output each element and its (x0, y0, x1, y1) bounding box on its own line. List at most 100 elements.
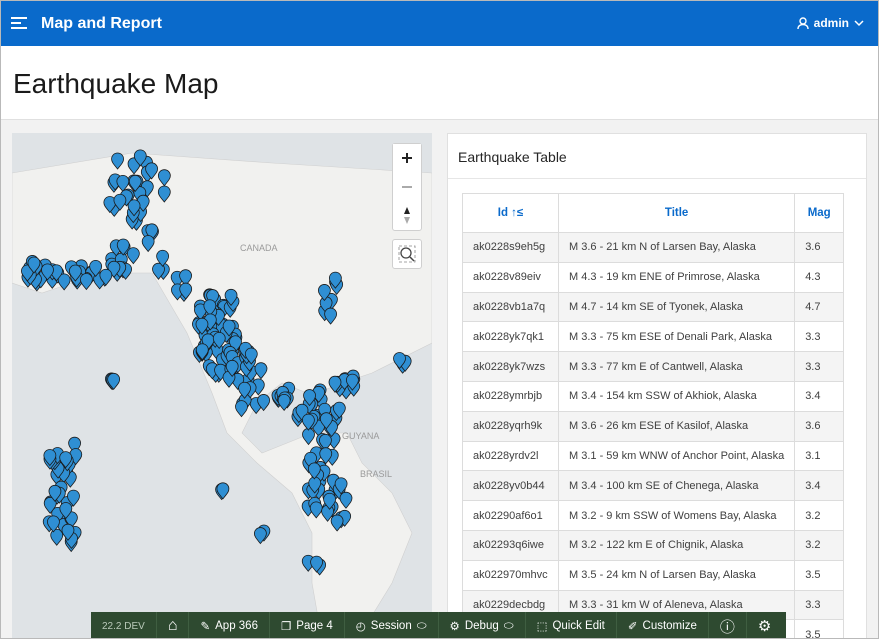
map-marker[interactable] (301, 413, 315, 431)
column-header[interactable]: Id ↑≤ (462, 193, 559, 233)
map-marker[interactable] (179, 269, 192, 287)
user-menu[interactable]: admin (796, 16, 864, 30)
map-marker[interactable] (330, 514, 344, 532)
map-marker[interactable] (133, 149, 147, 167)
map-marker[interactable] (27, 256, 41, 274)
map-marker[interactable] (68, 264, 82, 282)
map-region[interactable]: CANADA GUYANA BRASIL (12, 133, 432, 639)
map-marker[interactable] (48, 484, 62, 502)
map-marker[interactable] (244, 347, 258, 365)
map-label: BRASIL (360, 469, 392, 479)
toolbar-button[interactable]: ❐ Page 4 (270, 612, 345, 638)
cell-id: ak022970mhvc (473, 569, 548, 582)
map-marker[interactable] (116, 238, 130, 256)
map-marker[interactable] (224, 288, 238, 306)
table-row: ak0228ymrbjb M 3.4 - 154 km SSW of Akhiok… (462, 380, 845, 412)
map-marker[interactable] (277, 393, 291, 412)
map-marker[interactable] (195, 343, 209, 361)
map-marker[interactable] (257, 394, 270, 412)
map-marker[interactable] (194, 303, 207, 321)
map-marker[interactable] (152, 262, 165, 280)
map-marker[interactable] (99, 268, 113, 286)
info-button[interactable]: ⓘ (709, 612, 747, 638)
map-marker[interactable] (43, 449, 57, 467)
cell-title: M 3.3 - 77 km E of Cantwell, Alaska (569, 360, 743, 373)
map-marker[interactable] (61, 523, 75, 541)
map-marker[interactable] (317, 284, 331, 302)
map-marker[interactable] (225, 359, 239, 377)
zoom-in-button[interactable] (393, 144, 421, 172)
map-marker[interactable] (141, 235, 155, 253)
map-marker[interactable] (107, 372, 121, 390)
map-marker[interactable] (50, 528, 64, 546)
map-marker[interactable] (156, 249, 170, 267)
map-marker[interactable] (41, 263, 54, 281)
map-marker[interactable] (128, 174, 142, 192)
map-marker[interactable] (324, 307, 338, 325)
map-marker[interactable] (345, 373, 359, 391)
map-marker[interactable] (195, 317, 209, 335)
map-marker[interactable] (319, 412, 333, 430)
map-marker[interactable] (334, 477, 348, 495)
map-marker[interactable] (116, 175, 130, 193)
map-marker[interactable] (309, 501, 323, 519)
map-marker[interactable] (89, 259, 103, 278)
map-marker[interactable] (319, 433, 332, 451)
settings-button[interactable]: ⚙ (757, 618, 772, 635)
map-marker[interactable] (127, 199, 141, 217)
map-marker[interactable] (59, 502, 73, 520)
map-marker[interactable] (310, 555, 323, 573)
map-marker[interactable] (339, 491, 353, 509)
cell-mag: 3.6 (805, 241, 821, 254)
map-marker[interactable] (113, 193, 127, 211)
zoom-out-button[interactable] (393, 173, 421, 201)
app-title[interactable]: Map and Report (41, 15, 162, 32)
toolbar-button[interactable]: ⬚ Quick Edit (526, 612, 617, 638)
map-marker[interactable] (43, 496, 57, 514)
map-marker[interactable] (179, 282, 193, 300)
map-marker[interactable] (67, 489, 80, 507)
map-marker[interactable] (126, 247, 140, 265)
map-marker[interactable] (303, 389, 316, 407)
map-marker[interactable] (157, 185, 171, 203)
map-marker[interactable] (59, 451, 73, 469)
map[interactable]: CANADA GUYANA BRASIL (12, 133, 432, 639)
map-marker[interactable] (222, 319, 236, 337)
menu-button[interactable] (11, 16, 29, 30)
map-marker[interactable] (393, 352, 406, 370)
map-marker[interactable] (103, 196, 117, 214)
map-marker[interactable] (332, 401, 346, 419)
map-marker[interactable] (319, 447, 333, 465)
map-marker[interactable] (235, 400, 248, 418)
map-marker[interactable] (253, 527, 267, 545)
map-marker[interactable] (254, 362, 268, 380)
map-marker[interactable] (111, 152, 124, 170)
map-marker[interactable] (216, 482, 230, 500)
toolbar-button[interactable]: ✎ App 366 (189, 612, 270, 638)
table-cell: M 4.7 - 14 km SE of Tyonek, Alaska (557, 291, 796, 323)
column-header[interactable]: Mag (794, 193, 845, 233)
user-name: admin (813, 16, 849, 30)
map-marker[interactable] (307, 462, 321, 480)
map-marker[interactable] (79, 273, 93, 291)
map-marker[interactable] (203, 299, 217, 317)
home-button[interactable]: ⌂ (157, 612, 190, 638)
map-marker[interactable] (328, 375, 342, 393)
map-marker[interactable] (212, 331, 226, 350)
map-marker[interactable] (145, 162, 158, 180)
toolbar-button[interactable]: ⚙ Debug ⬭ (439, 612, 526, 638)
table-row: ak0228yk7wzs M 3.3 - 77 km E of Cantwell,… (462, 351, 845, 382)
map-marker[interactable] (57, 273, 71, 291)
compass-button[interactable] (404, 207, 410, 224)
top-navigation-bar: Map and Report admin (1, 1, 878, 46)
map-marker[interactable] (323, 492, 337, 510)
map-marker[interactable] (238, 381, 251, 399)
table-row: ak0228yk7qk1 M 3.3 - 75 km ESE of Denali … (462, 321, 845, 353)
map-marker[interactable] (328, 271, 342, 289)
zoom-to-extent-button[interactable] (392, 239, 422, 269)
map-marker[interactable] (47, 515, 60, 533)
toolbar-button[interactable]: ✐ Customize (617, 612, 709, 638)
toolbar-button[interactable]: ◴ Session ⬭ (345, 612, 439, 638)
map-marker[interactable] (157, 169, 171, 187)
column-header[interactable]: Title (557, 193, 796, 233)
